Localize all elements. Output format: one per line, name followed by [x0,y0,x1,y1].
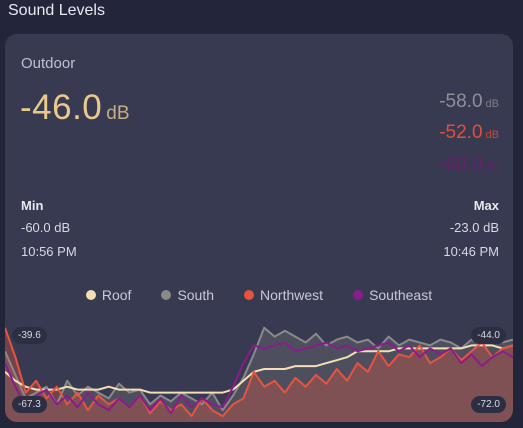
secondary-reading-south: -58.0 dB [439,91,499,113]
min-time: 10:56 PM [21,244,77,259]
secondary-value: -52.0 [439,122,483,143]
max-time: 10:46 PM [443,244,499,259]
series-area-northwest [5,327,513,422]
secondary-value: -60.0 [439,154,483,175]
northwest-dot-icon [244,290,255,300]
chart-label-bottom-left: -67.3 [12,396,47,413]
secondary-unit: dB [485,129,499,141]
secondary-unit: dB [485,161,499,173]
max-value: -23.0 dB [449,220,499,235]
southeast-dot-icon [353,290,364,300]
secondary-value: -58.0 [439,91,483,112]
chart-label-top-right: -44.0 [471,327,506,344]
min-value: -60.0 dB [21,220,71,235]
chart-label-bottom-right: -72.0 [471,396,506,413]
series-line-southeast [5,341,513,415]
primary-value: -46.0 [20,88,103,127]
secondary-reading-northwest: -52.0 dB [439,122,499,144]
sound-card[interactable]: Outdoor -46.0 dB -58.0 dB -52.0 dB -60.0 dB … [5,34,513,422]
legend-item-northwest[interactable]: Northwest [244,287,323,303]
roof-dot-icon [85,290,96,300]
south-dot-icon [161,290,172,300]
history-chart[interactable] [5,316,513,422]
card-name: Outdoor [21,55,76,72]
legend-label: Southeast [369,287,433,303]
series-line-south [5,326,513,412]
legend-label: South [177,287,215,303]
section-title: Sound Levels [8,2,105,19]
legend-item-south[interactable]: South [161,287,214,303]
series-line-roof [5,344,513,394]
max-label: Max [473,198,499,213]
legend-item-southeast[interactable]: Southeast [353,287,432,303]
min-label: Min [21,198,44,213]
legend-item-roof[interactable]: Roof [85,287,132,303]
secondary-unit: dB [485,98,499,110]
primary-unit: dB [106,103,130,124]
chart-label-top-left: -39.6 [12,327,47,344]
chart-legend: Roof South Northwest Southeast [5,287,513,303]
legend-label: Northwest [260,287,324,303]
legend-label: Roof [101,287,132,303]
series-line-northwest [5,327,513,418]
primary-reading: -46.0 dB [20,88,130,128]
secondary-reading-southeast: -60.0 dB [439,154,499,176]
